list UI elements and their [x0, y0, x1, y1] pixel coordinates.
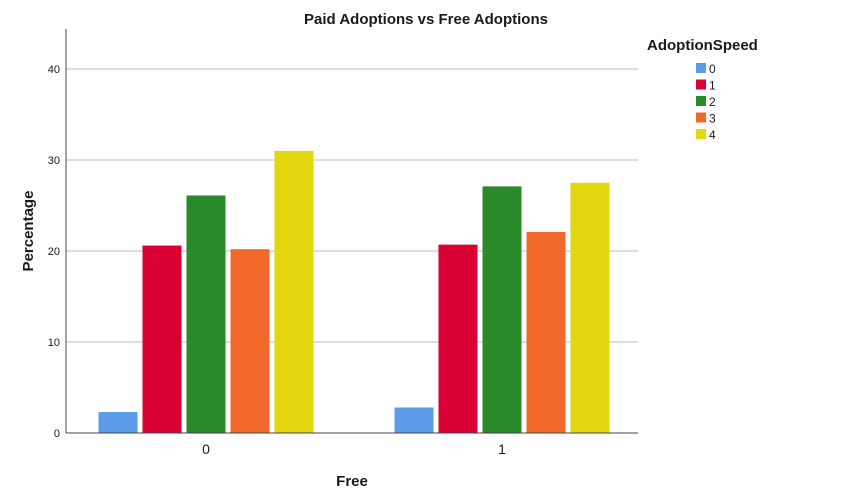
bar-speed-4-free-1	[570, 182, 610, 433]
bar-speed-2-free-0	[186, 195, 226, 433]
bar-speed-3-free-0	[230, 249, 270, 433]
bar-speed-4-free-0	[274, 150, 314, 433]
y-axis-title: Percentage	[20, 191, 37, 272]
legend-label: 3	[709, 112, 716, 126]
legend-title: AdoptionSpeed	[647, 37, 758, 54]
legend-swatch	[696, 112, 706, 123]
bar-speed-1-free-0	[142, 245, 182, 433]
bar-speed-0-free-1	[394, 407, 434, 433]
y-tick-label: 20	[48, 246, 60, 258]
bar-speed-0-free-0	[98, 412, 138, 433]
y-tick-label: 30	[48, 155, 60, 167]
x-tick-label: 1	[498, 441, 506, 457]
bars	[98, 150, 610, 433]
y-tick-label: 10	[48, 337, 60, 349]
legend-swatch	[696, 129, 706, 139]
legend-label: 0	[709, 62, 716, 76]
legend: 0 1 2 3 4	[696, 62, 716, 142]
legend-swatch	[696, 63, 706, 73]
bar-speed-3-free-1	[526, 231, 566, 433]
legend-swatch	[696, 79, 706, 90]
x-tick-label: 0	[202, 441, 210, 457]
y-axis-ticks: 0 10 20 30 40	[48, 64, 60, 440]
chart-title: Paid Adoptions vs Free Adoptions	[304, 11, 548, 28]
y-tick-label: 0	[54, 428, 60, 440]
legend-swatch	[696, 96, 706, 106]
legend-label: 1	[709, 79, 716, 93]
bar-speed-1-free-1	[438, 244, 478, 433]
x-axis-title: Free	[336, 473, 368, 490]
bar-speed-2-free-1	[482, 186, 522, 433]
legend-label: 4	[709, 128, 716, 142]
y-tick-label: 40	[48, 64, 60, 76]
legend-label: 2	[709, 95, 716, 109]
